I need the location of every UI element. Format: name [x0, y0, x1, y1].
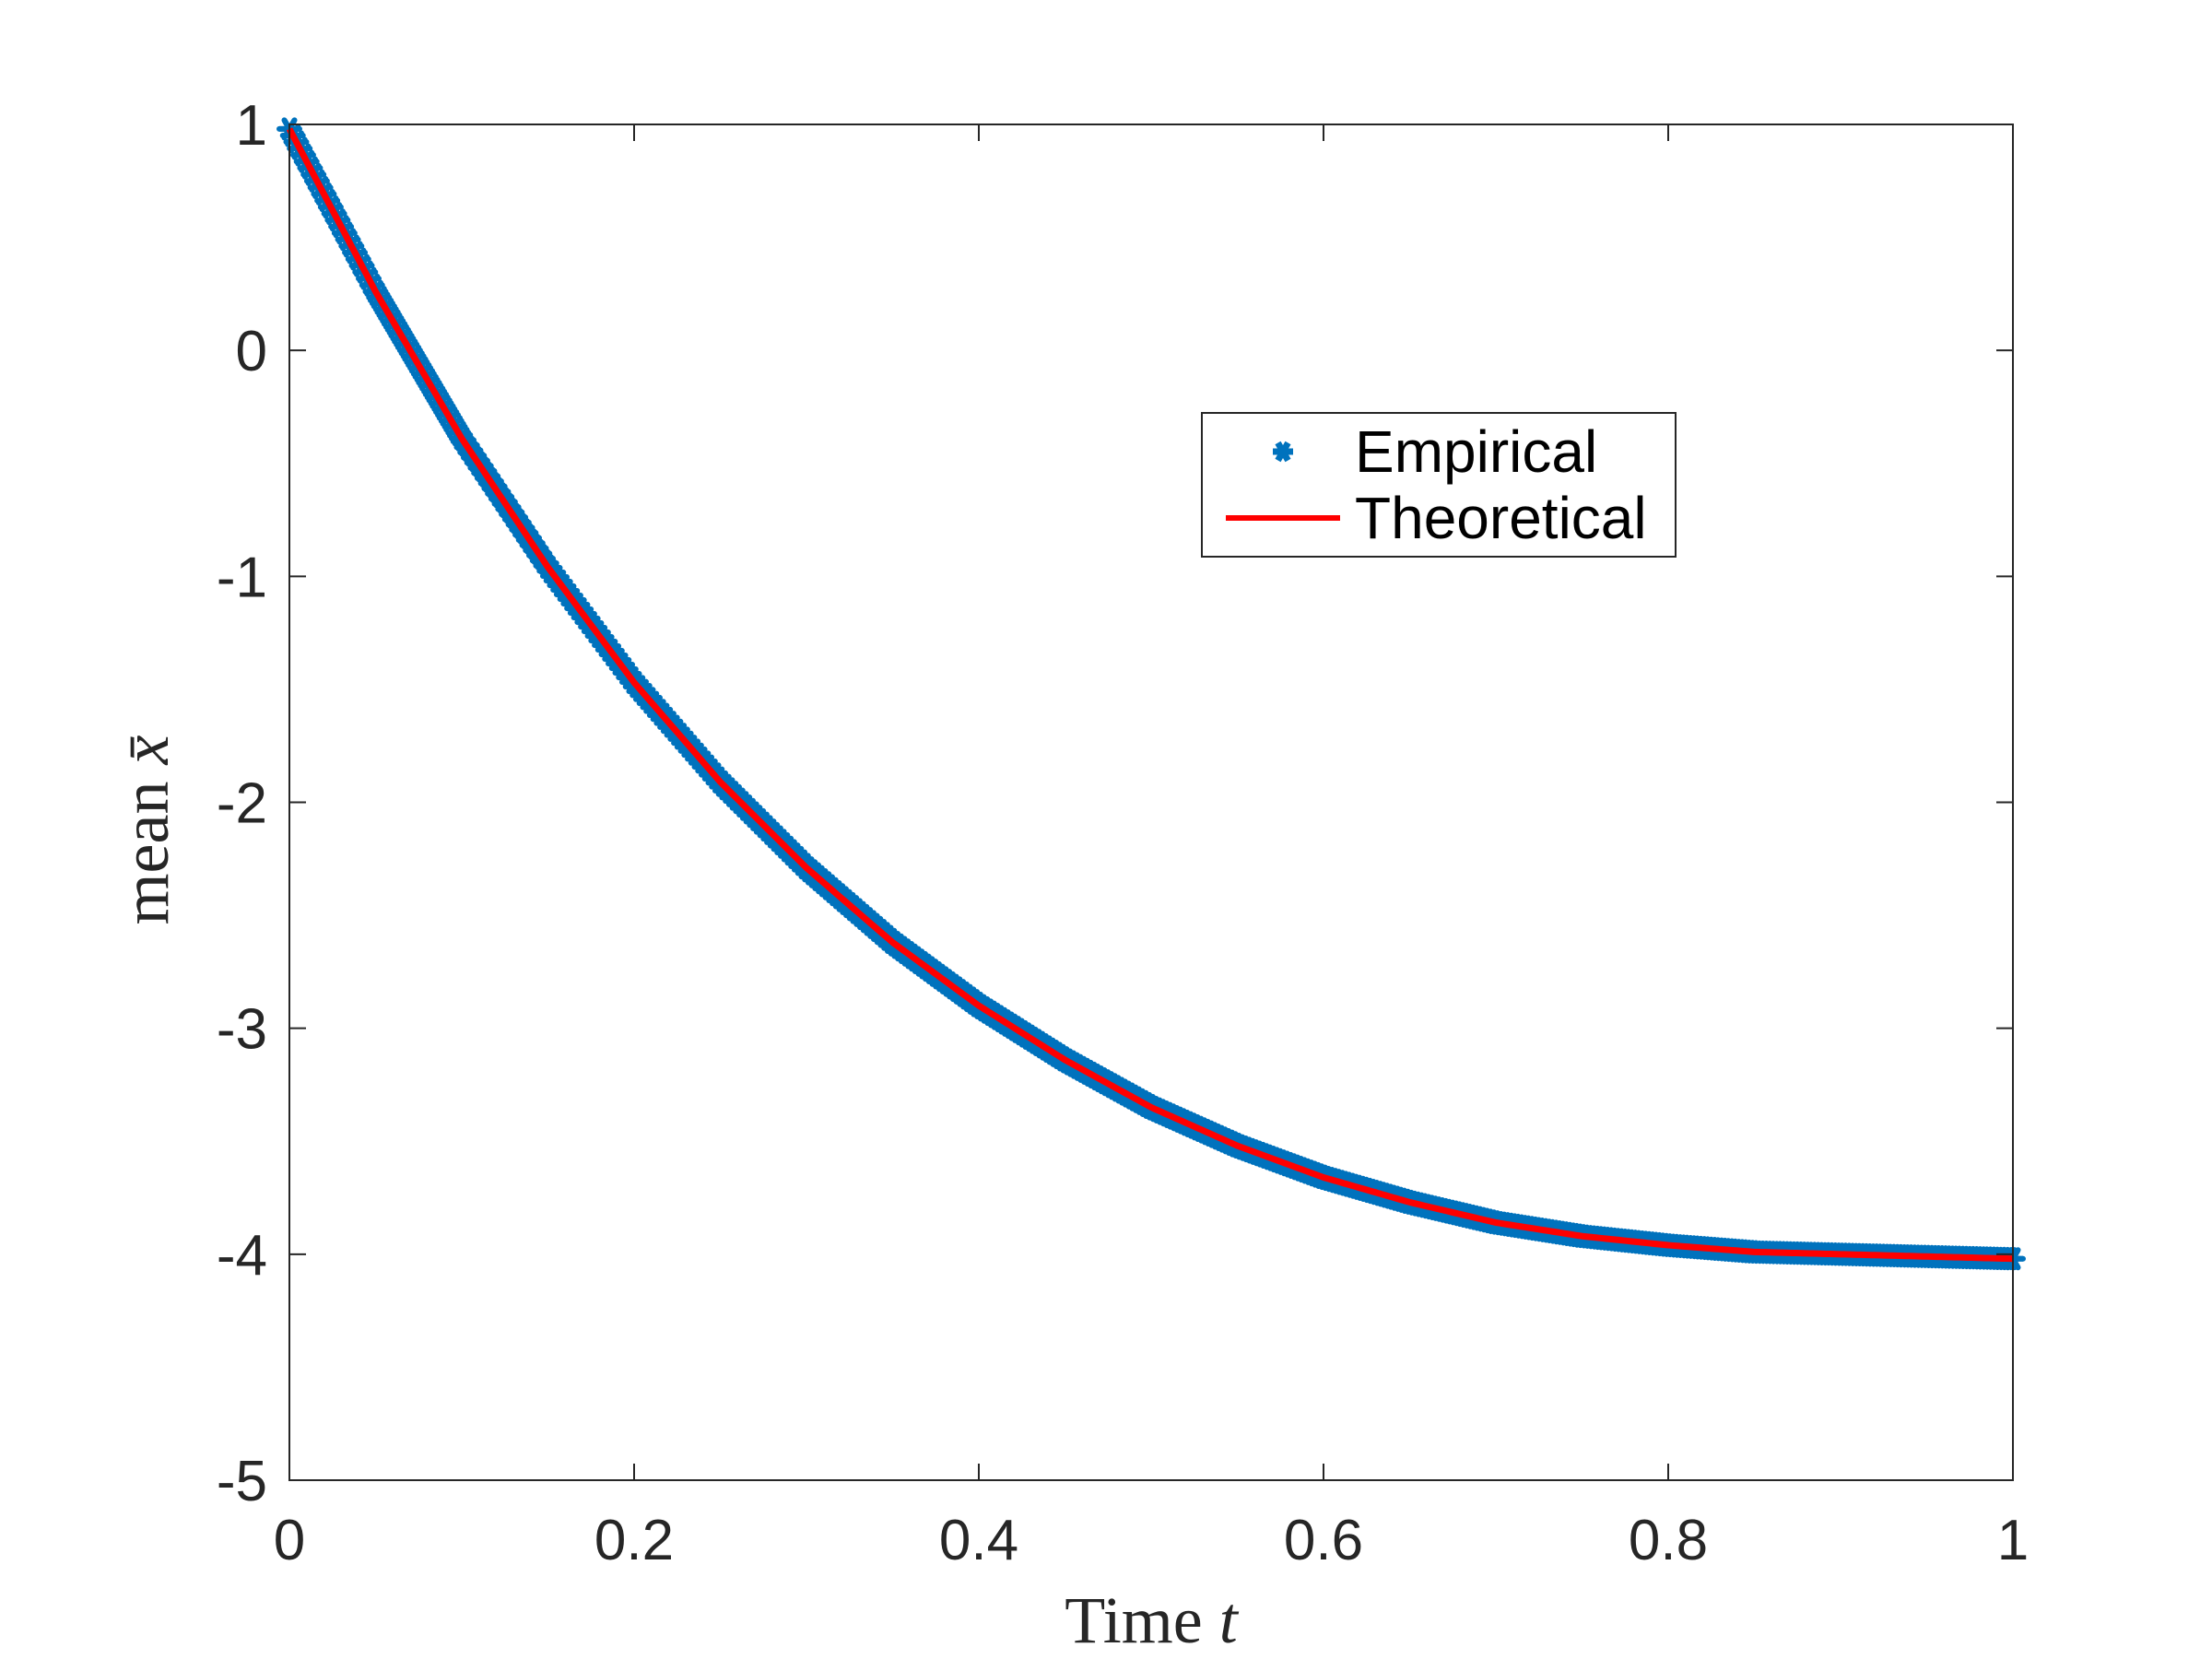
theoretical-line: [286, 127, 2014, 1263]
x-tick-label: 0.2: [594, 1509, 674, 1572]
x-tick-label: 0.6: [1284, 1509, 1363, 1572]
y-axis-label-text: mean: [109, 782, 182, 925]
y-tick-label: -3: [217, 998, 267, 1062]
y-axis-label: mean x̄: [109, 735, 182, 925]
y-tick-label: -2: [217, 772, 267, 836]
x-axis-label-text: Time: [1065, 1583, 1202, 1657]
legend-theoretical-label: Theoretical: [1355, 485, 1647, 551]
legend-empirical-symbol: [1273, 441, 1293, 463]
y-tick-label: -1: [217, 546, 267, 609]
legend: Empirical Theoretical: [1201, 412, 1677, 558]
axes-box: [288, 124, 2014, 1481]
y-axis-label-variable: x̄: [109, 735, 182, 766]
y-tick-label: -4: [217, 1224, 267, 1288]
x-tick-label: 1: [1997, 1509, 2029, 1572]
y-tick-label: 1: [236, 94, 267, 158]
x-tick-label: 0.8: [1629, 1509, 1708, 1572]
x-axis-label-variable: t: [1219, 1583, 1240, 1657]
y-tick-label: 0: [236, 320, 267, 383]
x-tick-label: 0.4: [939, 1509, 1018, 1572]
legend-empirical-marker: [1273, 441, 1293, 463]
tick-layer: 0 0.2 0.4 0.6 0.8 1 -5 -4 -3 -2 -1 0 1: [217, 94, 2029, 1572]
x-axis-label: Time t: [1065, 1583, 1239, 1657]
legend-box: [1201, 412, 1677, 558]
legend-empirical-label: Empirical: [1355, 418, 1597, 485]
x-tick-label: 0: [274, 1509, 305, 1572]
y-tick-label: -5: [217, 1450, 267, 1513]
axes-background: [289, 124, 2013, 1480]
